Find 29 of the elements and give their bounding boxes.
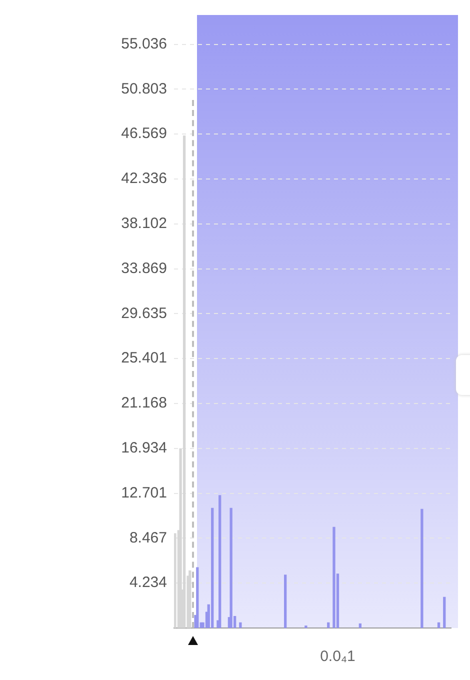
y-tick-label: 12.701: [121, 484, 167, 502]
y-tick-label: 55.036: [121, 35, 167, 52]
bar: [358, 623, 362, 628]
bar: [218, 495, 222, 628]
y-tick-label: 21.168: [121, 394, 167, 412]
y-tick-label: 25.401: [121, 350, 167, 367]
bar: [211, 508, 214, 628]
y-tick-label: 16.934: [121, 440, 167, 457]
bar: [327, 622, 330, 628]
bar: [284, 574, 287, 628]
y-tick-label: 38.102: [121, 215, 167, 232]
y-tick-label: 4.234: [129, 574, 167, 592]
y-tick-label: 8.467: [129, 529, 167, 546]
y-tick-label: 46.569: [121, 125, 167, 142]
bar: [437, 622, 440, 628]
bar: [188, 570, 192, 628]
bar: [443, 596, 446, 628]
bar: [239, 622, 242, 628]
y-tick-label: 33.869: [121, 260, 167, 277]
y-tick-label: 29.635: [121, 304, 167, 322]
bar: [182, 136, 186, 628]
x-tick-label: 0.0₄1: [320, 648, 356, 666]
bar: [230, 508, 232, 628]
y-tick-label: 42.336: [121, 170, 167, 188]
bar: [332, 526, 336, 628]
bar: [420, 508, 424, 628]
bar: [174, 533, 176, 628]
y-tick-label: 50.803: [121, 80, 167, 98]
bar: [196, 567, 199, 628]
